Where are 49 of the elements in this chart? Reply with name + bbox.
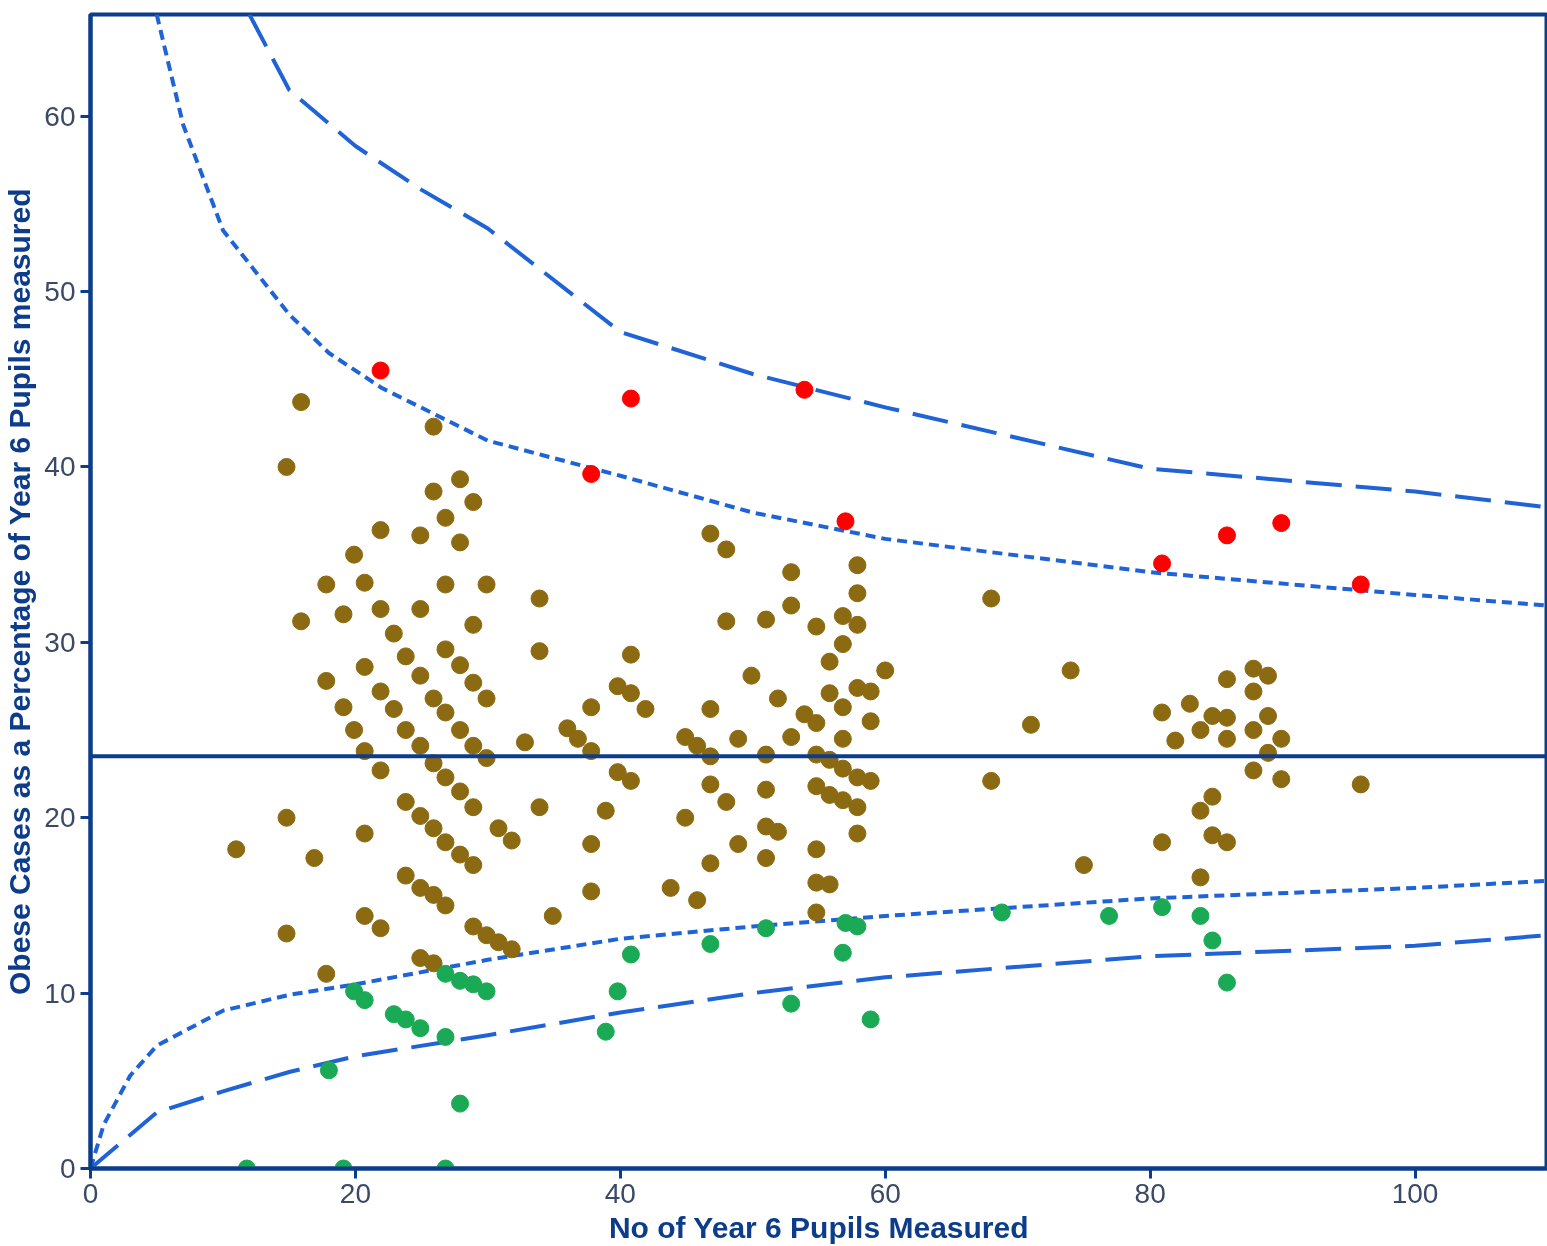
point bbox=[582, 465, 601, 483]
point bbox=[1272, 514, 1291, 533]
point bbox=[1191, 906, 1210, 925]
point bbox=[701, 935, 720, 953]
point bbox=[782, 994, 801, 1013]
point bbox=[621, 945, 640, 964]
y-axis-title: Obese Cases as a Percentage of Year 6 Pupils measured bbox=[3, 188, 37, 996]
y-tick-label: 20 bbox=[44, 802, 76, 834]
point bbox=[621, 389, 640, 408]
y-tick-label: 30 bbox=[44, 626, 76, 658]
point bbox=[355, 991, 374, 1010]
x-tick-label: 0 bbox=[82, 1177, 99, 1209]
point bbox=[396, 1010, 415, 1029]
point bbox=[436, 1027, 455, 1046]
point bbox=[319, 1061, 338, 1080]
point bbox=[1217, 973, 1236, 992]
y-tick-label: 10 bbox=[44, 977, 76, 1009]
point bbox=[1217, 526, 1236, 545]
line-series bbox=[154, 14, 1547, 608]
point bbox=[992, 903, 1011, 922]
x-tick-label: 100 bbox=[1391, 1177, 1439, 1209]
point bbox=[1351, 575, 1370, 594]
x-tick-label: 40 bbox=[604, 1177, 636, 1209]
point bbox=[848, 917, 867, 936]
point bbox=[608, 982, 627, 1001]
point bbox=[833, 943, 852, 962]
point bbox=[371, 361, 390, 380]
point bbox=[836, 512, 855, 531]
point bbox=[464, 975, 483, 994]
point bbox=[477, 982, 496, 1001]
y-tick-label: 40 bbox=[44, 451, 76, 483]
point bbox=[411, 1019, 430, 1038]
x-tick-label: 80 bbox=[1134, 1177, 1166, 1209]
point bbox=[436, 964, 455, 983]
x-tick-label: 60 bbox=[869, 1177, 901, 1209]
y-tick-label: 0 bbox=[59, 1153, 76, 1184]
point bbox=[1153, 898, 1172, 917]
point bbox=[1203, 931, 1222, 950]
point bbox=[861, 1010, 880, 1029]
y-tick-label: 50 bbox=[44, 276, 76, 308]
point bbox=[1100, 906, 1119, 925]
point bbox=[795, 380, 814, 399]
point bbox=[451, 1094, 470, 1113]
x-tick-label: 20 bbox=[339, 1177, 371, 1209]
point bbox=[1153, 554, 1172, 573]
x-axis-title: No of Year 6 Pupils Measured bbox=[608, 1210, 1029, 1244]
point bbox=[596, 1022, 615, 1041]
y-tick-label: 60 bbox=[44, 100, 76, 132]
point bbox=[757, 919, 776, 938]
